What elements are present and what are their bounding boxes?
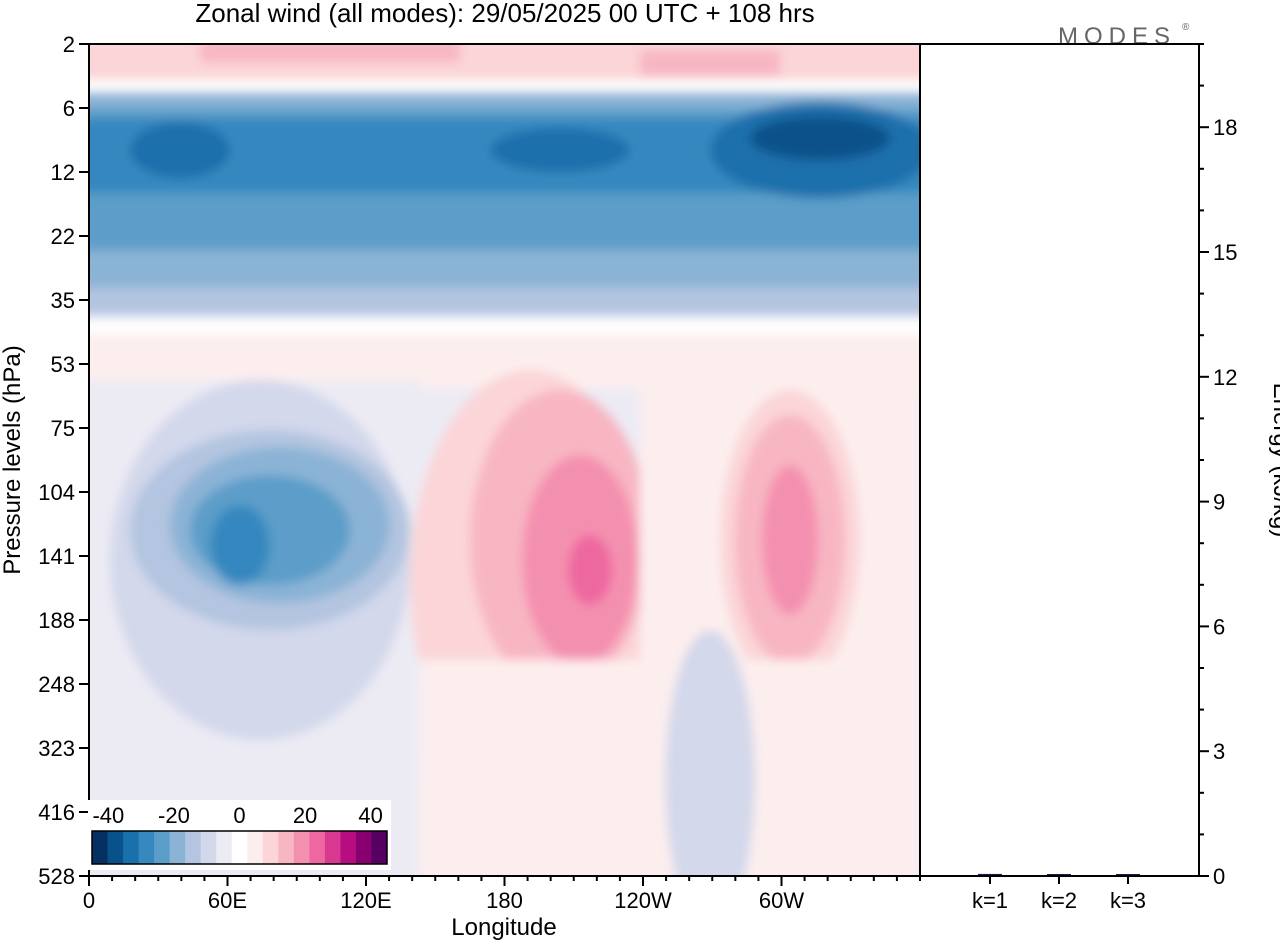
colorbar-swatch — [324, 831, 341, 864]
pressure-tick-label: 416 — [38, 800, 75, 825]
pressure-axis: 2 6 12 22 35 53 75 104 141 188 248 323 416 528 — [38, 32, 89, 889]
colorbar-swatch — [185, 831, 202, 864]
colorbar-swatch — [371, 831, 388, 864]
colorbar-tick-label: -20 — [158, 803, 190, 828]
colorbar-swatch — [278, 831, 295, 864]
upper-eastward-core-a — [200, 44, 460, 62]
west-anomaly-core — [210, 505, 270, 585]
colorbar-swatch — [309, 831, 326, 864]
colorbar-swatch — [231, 831, 248, 864]
pressure-tick-label: 12 — [51, 160, 75, 185]
longitude-tick-label: 120W — [614, 888, 672, 913]
pressure-axis-label: Pressure levels (hPa) — [0, 345, 26, 574]
lower-westward-wedge — [665, 630, 755, 876]
longitude-tick-label: 0 — [83, 888, 95, 913]
longitude-axis: 0 60E 120E 180 120W 60W — [83, 876, 921, 913]
jet-core-mid — [490, 128, 630, 172]
pressure-tick-label: 528 — [38, 864, 75, 889]
pressure-tick-label: 53 — [51, 352, 75, 377]
chart-title: Zonal wind (all modes): 29/05/2025 00 UT… — [195, 0, 814, 28]
colorbar-swatch — [169, 831, 186, 864]
wavenumber-label: k=2 — [1041, 888, 1077, 913]
mid-white-strip — [89, 318, 920, 334]
colorbar-swatch — [216, 831, 233, 864]
energy-bar — [978, 873, 1002, 876]
wavenumber-label: k=1 — [972, 888, 1008, 913]
pressure-tick-label: 104 — [38, 480, 75, 505]
colorbar-swatch — [138, 831, 155, 864]
pressure-tick-label: 75 — [51, 416, 75, 441]
colorbar-tick-label: 0 — [233, 803, 245, 828]
jet-edge-upper — [89, 92, 920, 108]
jet-core-east — [130, 122, 230, 178]
colorbar-swatch — [123, 831, 140, 864]
wavenumber-axis: k=1 k=2 k=3 — [972, 876, 1146, 913]
longitude-tick-label: 180 — [486, 888, 523, 913]
colorbar-legend: -40 -20 0 20 40 — [88, 800, 391, 870]
logo-mark: ® — [1182, 22, 1190, 33]
wavenumber-label: k=3 — [1110, 888, 1146, 913]
colorbar-swatch — [107, 831, 124, 864]
energy-panel-background — [920, 44, 1199, 876]
wind-field — [89, 44, 920, 876]
energy-tick-label: 6 — [1213, 614, 1225, 639]
colorbar-swatch — [293, 831, 310, 864]
energy-tick-label: 3 — [1213, 739, 1225, 764]
heatmap-plot — [89, 44, 920, 876]
energy-tick-label: 9 — [1213, 490, 1225, 515]
energy-tick-label: 0 — [1213, 864, 1225, 889]
energy-tick-label: 15 — [1213, 240, 1237, 265]
energy-tick-label: 12 — [1213, 365, 1237, 390]
colorbar-swatch — [247, 831, 264, 864]
pressure-tick-label: 323 — [38, 736, 75, 761]
longitude-tick-label: 60E — [208, 888, 247, 913]
energy-tick-label: 18 — [1213, 115, 1237, 140]
longitude-axis-label: Longitude — [451, 914, 556, 941]
upper-white-gap — [89, 80, 920, 94]
jet-lower-edge — [89, 288, 920, 316]
longitude-tick-label: 60W — [759, 888, 804, 913]
colorbar-swatch — [355, 831, 372, 864]
pressure-tick-label: 22 — [51, 224, 75, 249]
pressure-tick-label: 188 — [38, 608, 75, 633]
colorbar-swatch — [92, 831, 109, 864]
colorbar-frame — [91, 830, 388, 865]
colorbar-swatch — [154, 831, 171, 864]
central-anomaly-core — [568, 535, 612, 605]
colorbar-swatch — [340, 831, 357, 864]
pressure-tick-label: 141 — [38, 544, 75, 569]
pressure-tick-label: 6 — [63, 96, 75, 121]
jet-core-west-max — [750, 116, 890, 160]
energy-axis: 0 3 6 9 12 15 18 — [1199, 43, 1237, 889]
colorbar-tick-label: 40 — [358, 803, 382, 828]
right-anomaly-core — [762, 465, 818, 615]
jet-lower-shoulder — [89, 250, 920, 290]
colorbar-tick-label: 20 — [293, 803, 317, 828]
colorbar-tick-label: -40 — [92, 803, 124, 828]
colorbar-swatch — [262, 831, 279, 864]
pressure-tick-label: 248 — [38, 672, 75, 697]
pressure-tick-label: 2 — [63, 32, 75, 57]
pressure-tick-label: 35 — [51, 288, 75, 313]
upper-eastward-core-b — [640, 50, 780, 76]
colorbar-swatch — [200, 831, 217, 864]
longitude-tick-label: 120E — [340, 888, 391, 913]
energy-axis-label: Energy (kJ/kg) — [1268, 383, 1280, 538]
